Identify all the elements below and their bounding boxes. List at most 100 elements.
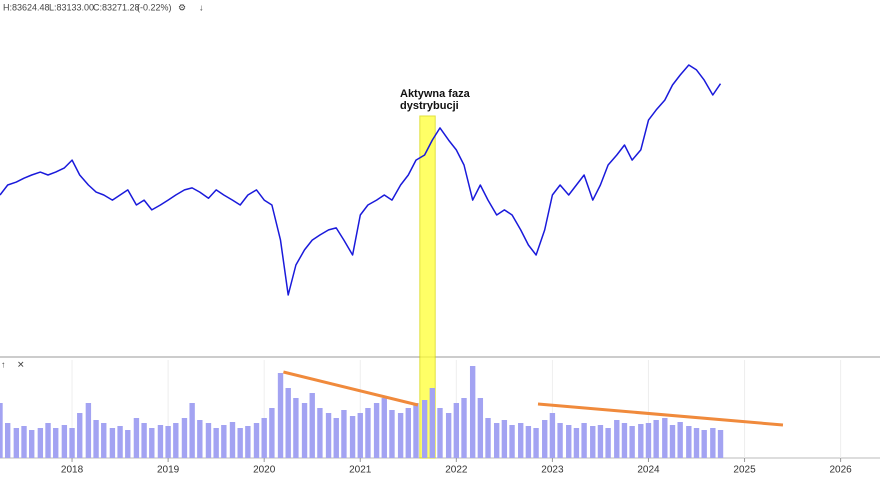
volume-bar (509, 425, 515, 458)
volume-bar (662, 418, 668, 458)
volume-bar (533, 428, 539, 458)
volume-bar (389, 410, 395, 458)
volume-bar (85, 403, 92, 458)
volume-bar (245, 426, 251, 458)
volume-bar (157, 425, 164, 458)
volume-bar (573, 428, 580, 458)
volume-bar (429, 388, 436, 458)
x-tick-label: 2023 (541, 465, 564, 476)
volume-bar (566, 425, 572, 458)
volume-bar (13, 428, 20, 458)
volume-bar (125, 430, 131, 458)
volume-bar (69, 428, 75, 458)
x-tick-label: 2025 (733, 465, 756, 476)
volume-bar (189, 403, 195, 458)
icon-close[interactable]: ✕ (17, 359, 25, 369)
volume-bar (421, 400, 428, 458)
header-high: H:83624.48 (3, 2, 50, 12)
volume-bar (638, 424, 644, 458)
volume-bar (413, 403, 419, 458)
volume-bar (165, 426, 171, 458)
volume-bar (669, 425, 676, 458)
x-tick-label: 2026 (829, 465, 852, 476)
volume-bar (677, 422, 683, 458)
volume-bar (109, 428, 116, 458)
volume-bar (181, 418, 188, 458)
volume-bar (501, 420, 508, 458)
trendline (283, 370, 419, 407)
x-tick-label: 2019 (157, 465, 180, 476)
volume-bar (261, 418, 267, 458)
volume-bar (469, 366, 476, 458)
volume-bar (405, 408, 411, 458)
volume-bar (701, 430, 707, 458)
volume-bar (605, 428, 611, 458)
volume-bar (461, 398, 467, 458)
volume-bar (485, 418, 491, 458)
volume-bar (77, 413, 83, 458)
volume-bar (325, 413, 332, 458)
x-tick-label: 2020 (253, 465, 276, 476)
volume-bar (381, 398, 387, 458)
volume-bar (341, 410, 347, 458)
header-change: (-0.22%) (137, 2, 172, 12)
volume-bar (293, 398, 299, 458)
volume-bar (581, 423, 587, 458)
volume-bar (397, 413, 404, 458)
x-tick-label: 2021 (349, 465, 372, 476)
volume-bar (614, 420, 620, 458)
icon-settings[interactable]: ⚙ (178, 2, 186, 12)
volume-bar (149, 428, 155, 458)
price-line (0, 64, 722, 296)
x-tick-label: 2024 (637, 465, 660, 476)
highlight-band (419, 115, 436, 459)
volume-bar (37, 428, 44, 458)
volume-bar (221, 425, 227, 458)
volume-bar (437, 408, 443, 458)
volume-bar (629, 426, 635, 458)
volume-bar (333, 418, 339, 458)
volume-bar (453, 403, 460, 458)
header-low: L:83133.00 (49, 2, 94, 12)
volume-bar (653, 420, 659, 458)
volume-bar (710, 428, 716, 458)
volume-bar (53, 428, 59, 458)
icon-up[interactable]: ↑ (1, 359, 6, 369)
volume-bar (365, 408, 371, 458)
volume-bar (61, 425, 68, 458)
volume-bar (597, 425, 604, 458)
annotation-line: Aktywna faza (400, 88, 471, 100)
volume-bar (525, 426, 532, 458)
volume-bar (213, 428, 219, 458)
x-tick-label: 2018 (61, 465, 84, 476)
volume-bar (173, 423, 179, 458)
volume-bar (301, 403, 308, 458)
volume-bar (29, 430, 35, 458)
volume-bar (717, 430, 724, 458)
volume-bar (349, 416, 356, 458)
icon-down[interactable]: ↓ (199, 2, 204, 12)
volume-bar (45, 423, 51, 458)
volume-bar (0, 403, 3, 458)
volume-bar (557, 423, 563, 458)
volume-bar (445, 413, 452, 458)
volume-bar (693, 428, 700, 458)
volume-bar (645, 423, 652, 458)
volume-bar (549, 413, 556, 458)
volume-bar (621, 423, 628, 458)
volume-bar (542, 420, 548, 458)
volume-bar (518, 423, 524, 458)
volume-bar (686, 426, 692, 458)
annotation: Aktywna faza dystrybucji (400, 88, 471, 112)
volume-bar (277, 373, 284, 458)
volume-bar (117, 426, 123, 458)
volume-bar (229, 422, 236, 458)
volume-bar (21, 426, 27, 458)
volume-bar (4, 423, 11, 458)
volume-bar (285, 388, 291, 458)
trendline (537, 402, 784, 427)
volume-bar (590, 426, 596, 458)
x-tick-label: 2022 (445, 465, 468, 476)
